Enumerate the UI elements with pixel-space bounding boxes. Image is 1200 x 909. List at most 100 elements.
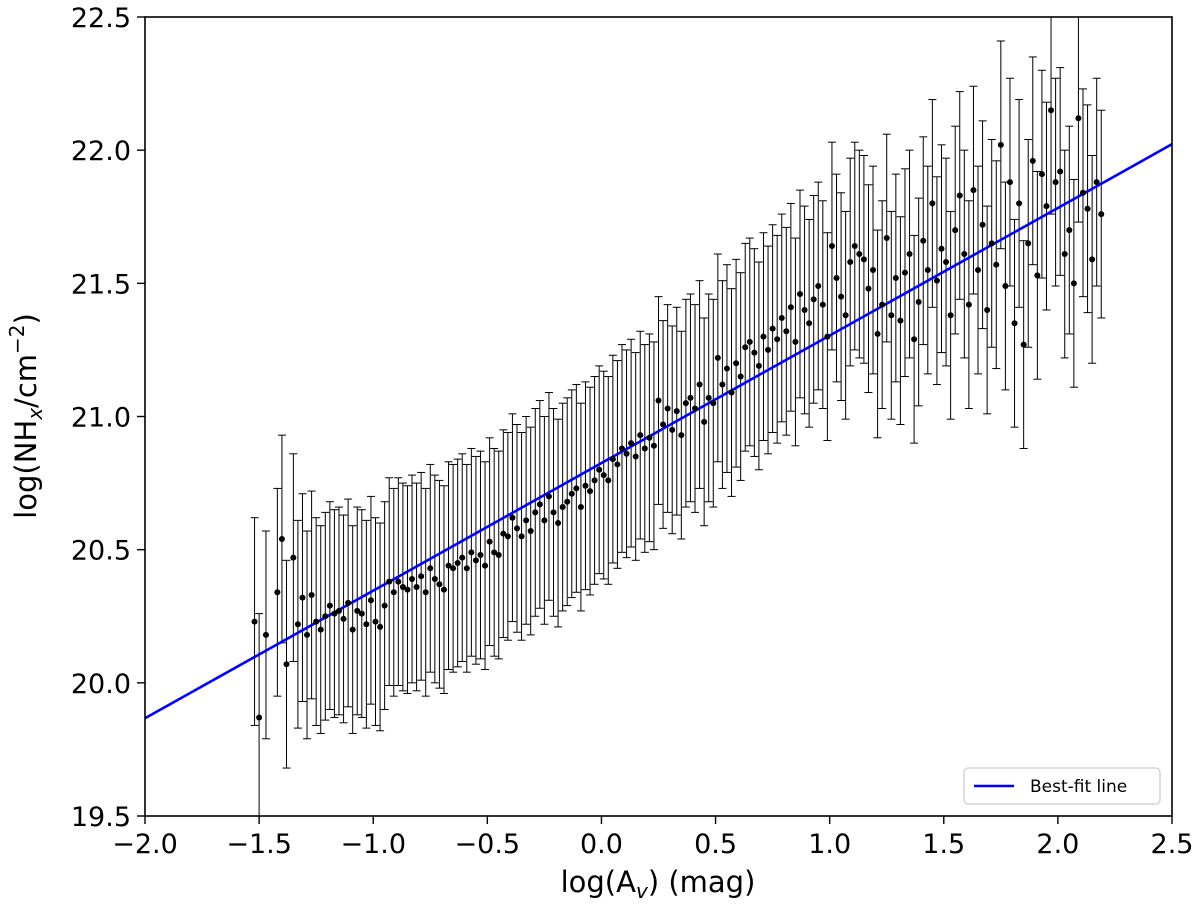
data-point bbox=[409, 575, 416, 582]
data-point bbox=[838, 293, 845, 300]
data-point bbox=[1034, 272, 1041, 279]
data-point bbox=[929, 200, 936, 207]
data-point bbox=[641, 445, 648, 452]
data-point bbox=[495, 551, 502, 558]
data-point bbox=[372, 618, 379, 625]
data-point bbox=[664, 405, 671, 412]
data-point bbox=[728, 389, 735, 396]
data-point bbox=[587, 488, 594, 495]
data-point bbox=[317, 626, 324, 633]
data-point bbox=[381, 602, 388, 609]
data-point bbox=[815, 282, 822, 289]
data-point bbox=[1029, 157, 1036, 164]
data-point bbox=[833, 275, 840, 282]
data-point bbox=[892, 275, 899, 282]
data-point bbox=[705, 394, 712, 401]
data-point bbox=[632, 453, 639, 460]
data-point bbox=[984, 306, 991, 313]
data-point bbox=[399, 583, 406, 590]
data-point bbox=[1038, 171, 1045, 178]
data-point bbox=[454, 559, 461, 566]
data-point bbox=[742, 344, 749, 351]
data-point bbox=[678, 432, 685, 439]
data-point bbox=[1061, 251, 1068, 258]
data-point bbox=[961, 251, 968, 258]
data-point bbox=[555, 520, 562, 527]
data-point bbox=[431, 575, 438, 582]
data-point bbox=[386, 578, 393, 585]
x-tick-label: 0.0 bbox=[580, 829, 623, 860]
data-point bbox=[1093, 179, 1100, 186]
data-point bbox=[278, 536, 285, 543]
data-point bbox=[596, 466, 603, 473]
data-point bbox=[1006, 179, 1013, 186]
data-point bbox=[765, 346, 772, 353]
data-point bbox=[591, 477, 598, 484]
data-point bbox=[769, 325, 776, 332]
data-point bbox=[911, 336, 918, 343]
x-axis-ticks: −2.0 −1.5 −1.0 −0.5 0.0 0.5 1.0 1.5 2.0 2.5 bbox=[112, 816, 1193, 860]
data-point bbox=[924, 267, 931, 274]
data-point bbox=[395, 578, 402, 585]
data-point bbox=[975, 267, 982, 274]
data-point bbox=[1011, 320, 1018, 327]
data-point bbox=[897, 317, 904, 324]
data-point bbox=[778, 314, 785, 321]
y-tick-label: 19.5 bbox=[71, 802, 131, 833]
data-point bbox=[970, 187, 977, 194]
y-axis-label: log(NHx/cm−2) bbox=[5, 313, 47, 519]
data-point bbox=[518, 533, 525, 540]
x-tick-label: −0.5 bbox=[455, 829, 521, 860]
x-tick-label: 2.5 bbox=[1151, 829, 1194, 860]
fit-line-group bbox=[145, 143, 1172, 720]
x-axis-label-subscript: v bbox=[636, 879, 649, 903]
data-point bbox=[413, 583, 420, 590]
data-point bbox=[956, 192, 963, 199]
data-point bbox=[504, 533, 511, 540]
data-point bbox=[1098, 211, 1105, 218]
data-point bbox=[993, 261, 1000, 268]
data-point bbox=[847, 259, 854, 266]
data-point bbox=[819, 301, 826, 308]
data-point bbox=[938, 245, 945, 252]
data-point bbox=[751, 349, 758, 356]
data-point bbox=[614, 461, 621, 468]
y-axis-label-superscript: −2 bbox=[5, 325, 29, 354]
data-point bbox=[477, 551, 484, 558]
y-tick-label: 22.0 bbox=[71, 136, 131, 167]
data-point bbox=[856, 251, 863, 258]
data-point bbox=[283, 661, 290, 668]
data-point bbox=[755, 362, 762, 369]
data-point bbox=[463, 565, 470, 572]
data-point bbox=[965, 301, 972, 308]
data-point bbox=[486, 538, 493, 545]
data-point bbox=[349, 626, 356, 633]
data-point bbox=[304, 631, 311, 638]
data-point bbox=[696, 381, 703, 388]
data-point bbox=[500, 530, 507, 537]
data-point bbox=[1066, 227, 1073, 234]
data-point bbox=[870, 267, 877, 274]
data-point bbox=[418, 573, 425, 580]
y-tick-label: 22.5 bbox=[71, 3, 131, 34]
x-tick-label: −2.0 bbox=[112, 829, 178, 860]
data-point bbox=[888, 312, 895, 319]
y-axis-ticks: 19.5 20.0 20.5 21.0 21.5 22.0 22.5 bbox=[71, 3, 145, 833]
data-point bbox=[883, 235, 890, 242]
data-point bbox=[760, 333, 767, 340]
data-point bbox=[623, 450, 630, 457]
data-point bbox=[290, 554, 297, 561]
data-point bbox=[1070, 280, 1077, 287]
data-point bbox=[874, 330, 881, 337]
data-point bbox=[299, 594, 306, 601]
data-point bbox=[952, 227, 959, 234]
data-point bbox=[901, 269, 908, 276]
data-point bbox=[1048, 107, 1055, 114]
x-axis-label: log(Av) (mag) bbox=[561, 865, 756, 903]
data-point bbox=[1020, 341, 1027, 348]
data-point bbox=[390, 589, 397, 596]
data-point bbox=[251, 618, 258, 625]
legend-box bbox=[963, 767, 1161, 805]
